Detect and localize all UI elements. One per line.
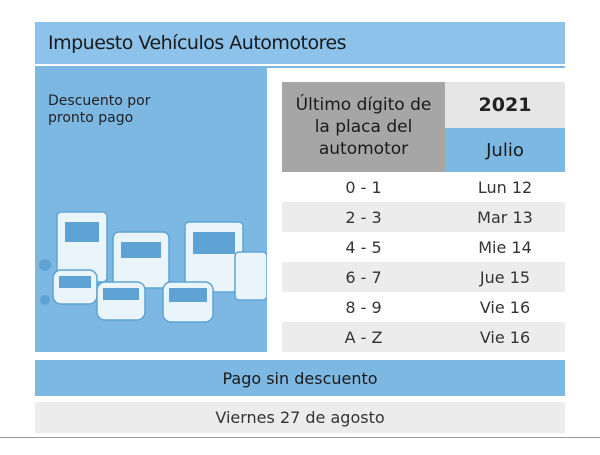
date-cell: Vie 16 <box>479 297 531 317</box>
digit-cell: A - Z <box>344 327 383 347</box>
table-row <box>282 262 565 292</box>
date-cell: Vie 16 <box>479 327 531 347</box>
digit-cell: 0 - 1 <box>345 177 382 197</box>
footer-label: Pago sin descuento <box>35 360 565 396</box>
table-row <box>282 292 565 322</box>
date-cell: Jue 15 <box>479 267 531 287</box>
date-cell: Lun 12 <box>477 177 533 197</box>
table-row <box>282 322 565 352</box>
date-cell: Mar 13 <box>477 207 533 227</box>
date-cell: Mie 14 <box>478 237 532 257</box>
footer-date: Viernes 27 de agosto <box>35 402 565 433</box>
year-header: 2021 <box>445 82 565 128</box>
digit-cell: 2 - 3 <box>345 207 382 227</box>
bottom-rule <box>0 437 600 438</box>
vehicles-illustration <box>39 211 267 323</box>
digit-cell: 4 - 5 <box>345 237 382 257</box>
table-row <box>282 202 565 232</box>
title-bar <box>35 22 565 66</box>
table-row <box>282 172 565 202</box>
digit-cell: 6 - 7 <box>345 267 382 287</box>
table-row <box>282 232 565 262</box>
title: Impuesto Vehículos Automotores <box>48 32 347 54</box>
column-header: Último dígito de la placa del automotor <box>282 82 445 172</box>
digit-cell: 8 - 9 <box>345 297 382 317</box>
subtitle: Descuento por pronto pago <box>48 93 151 126</box>
month-header: Julio <box>445 128 565 172</box>
